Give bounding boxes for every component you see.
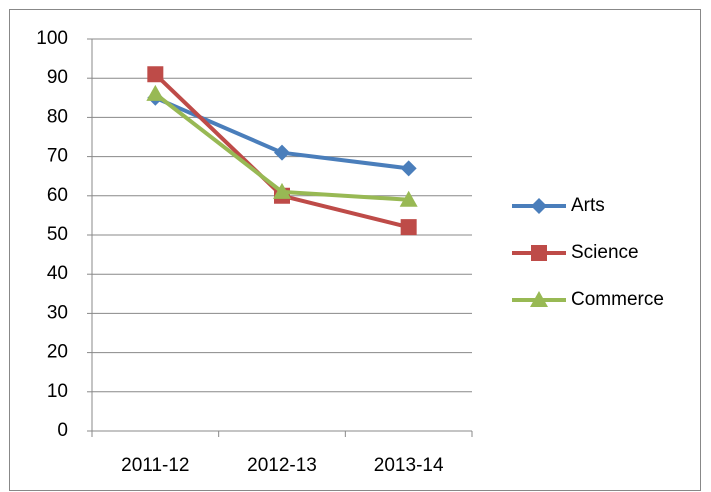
y-tick-label: 30 [47,302,68,323]
chart-border [9,9,701,491]
y-tick-label: 90 [47,67,68,88]
y-tick-label: 80 [47,106,68,127]
y-tick-label: 60 [47,185,68,206]
legend-label: Science [571,242,639,263]
x-tick-label: 2011-12 [121,455,189,476]
legend-marker [531,198,547,214]
x-tick-label: 2013-14 [374,455,444,476]
data-point [147,66,164,83]
data-point [273,182,291,199]
data-point [146,84,165,101]
data-point [399,190,418,207]
data-point [274,144,290,161]
legend-marker [531,245,547,261]
y-tick-label: 20 [47,342,68,363]
legend-label: Commerce [571,289,664,310]
x-tick-label: 2012-13 [247,455,317,476]
data-point [400,160,417,177]
y-tick-label: 40 [47,263,68,284]
legend-label: Arts [571,195,605,216]
y-tick-label: 50 [47,224,68,245]
y-tick-label: 100 [36,28,68,49]
y-tick-label: 70 [47,146,68,167]
legend-marker [530,291,548,307]
data-point [400,219,417,236]
y-tick-label: 0 [57,420,68,441]
y-tick-label: 10 [47,381,68,402]
